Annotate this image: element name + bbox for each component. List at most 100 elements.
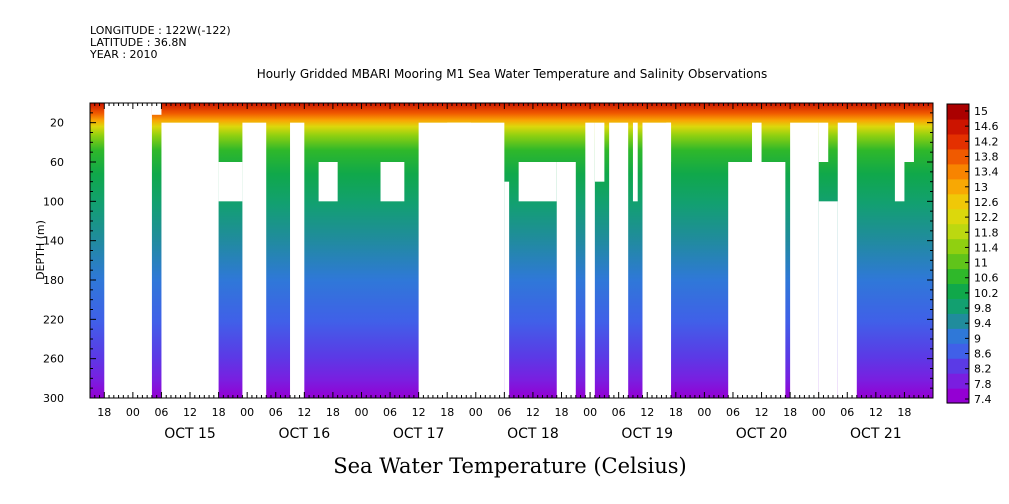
colorbar-label: 9 [974, 332, 981, 345]
x-tick-label: 00 [240, 406, 254, 419]
x-day-label: OCT 19 [621, 426, 673, 442]
y-tick-label: 260 [43, 353, 64, 366]
x-tick-label: 12 [297, 406, 311, 419]
x-tick-label: 06 [154, 406, 168, 419]
gap-region-12 [556, 162, 576, 398]
x-tick-label: 00 [354, 406, 368, 419]
colorbar-swatch [947, 253, 969, 270]
colorbar-label: 11.4 [974, 241, 999, 254]
y-tick-label: 20 [50, 117, 64, 130]
gap-region-27 [894, 162, 905, 202]
x-tick-label: 06 [497, 406, 511, 419]
colorbar-label: 9.8 [974, 302, 992, 315]
colorbar-swatch [947, 133, 969, 150]
colorbar-swatch [947, 223, 969, 240]
colorbar-label: 13.4 [974, 166, 999, 179]
gap-region-17 [642, 122, 672, 398]
gap-region-28 [933, 123, 943, 162]
colorbar-label: 11.8 [974, 226, 999, 239]
colorbar-swatch [947, 238, 969, 255]
colorbar-swatch [947, 388, 969, 404]
y-tick-label: 140 [43, 235, 64, 248]
gap-region-26 [894, 122, 914, 162]
colorbar-swatch [947, 283, 969, 299]
gap-region-7 [380, 162, 405, 202]
colorbar-label: 12.6 [974, 196, 999, 209]
gap-region-15 [609, 122, 629, 398]
gap-region-0 [104, 103, 152, 398]
x-tick-label: 00 [469, 406, 483, 419]
x-day-label: OCT 20 [736, 426, 788, 442]
colorbar-swatch [947, 208, 969, 225]
colorbar-swatch [947, 373, 969, 389]
colorbar: 15 14.6 14.2 13.8 13.4 13 12.6 12.2 11.8 11.4 11 10… [946, 103, 999, 406]
x-tick-label: 18 [555, 406, 569, 419]
colorbar-label: 8.2 [974, 363, 992, 376]
temperature-field [90, 103, 943, 398]
x-day-label: OCT 16 [279, 426, 331, 442]
colorbar-label: 10.2 [974, 287, 999, 300]
gap-region-25 [837, 122, 857, 398]
x-tick-label: 12 [183, 406, 197, 419]
missing-data-gaps [104, 103, 943, 398]
colorbar-swatch [947, 313, 969, 329]
y-axis-ticks: 20 60 100 140 180 220 260 300 [43, 102, 933, 405]
gap-region-1 [151, 103, 162, 115]
colorbar-swatch [947, 358, 969, 374]
x-tick-label: 06 [269, 406, 283, 419]
gap-region-2 [161, 122, 219, 398]
gap-region-8 [418, 122, 505, 398]
gap-region-24 [818, 201, 838, 398]
gap-region-22 [790, 122, 819, 398]
gap-region-6 [318, 162, 338, 202]
gap-region-4 [242, 122, 267, 398]
y-tick-label: 220 [43, 313, 64, 326]
colorbar-swatch [947, 178, 969, 195]
y-tick-label: 100 [43, 195, 64, 208]
x-tick-label: 00 [126, 406, 140, 419]
x-tick-label: 12 [869, 406, 883, 419]
gap-region-13 [585, 122, 595, 398]
x-tick-label: 18 [669, 406, 683, 419]
x-tick-label: 18 [97, 406, 111, 419]
x-tick-label: 06 [726, 406, 740, 419]
longitude-label: LONGITUDE : 122W(-122) [90, 24, 231, 37]
x-tick-label: 00 [812, 406, 826, 419]
x-tick-label: 00 [697, 406, 711, 419]
y-tick-label: 180 [43, 274, 64, 287]
x-day-label: OCT 15 [164, 426, 216, 442]
x-axis-ticks: 18 00 06 12 18 00 06 12 18 00 06 12 18 00 06 12 18 00 06 12… [89, 103, 934, 442]
colorbar-label: 11 [974, 257, 988, 270]
colorbar-label: 12.2 [974, 211, 999, 224]
x-tick-label: 18 [440, 406, 454, 419]
gap-region-18 [666, 122, 672, 162]
colorbar-label: 13.8 [974, 150, 999, 163]
gap-region-5 [290, 122, 305, 398]
gap-region-23 [818, 122, 829, 162]
colorbar-swatch [947, 163, 969, 180]
x-day-label: OCT 18 [507, 426, 559, 442]
gap-region-20 [752, 122, 762, 162]
x-tick-label: 18 [783, 406, 797, 419]
gap-region-21 [747, 162, 757, 202]
x-tick-label: 06 [383, 406, 397, 419]
x-tick-label: 12 [412, 406, 426, 419]
x-tick-label: 06 [840, 406, 854, 419]
colorbar-swatch [947, 118, 969, 135]
y-tick-label: 300 [43, 392, 64, 405]
colorbar-label: 9.4 [974, 317, 992, 330]
x-tick-label: 06 [612, 406, 626, 419]
gap-region-10 [504, 181, 510, 398]
y-axis-label: DEPTH (m) [34, 220, 47, 280]
colorbar-label: 10.6 [974, 272, 999, 285]
gap-region-3 [218, 162, 243, 202]
gap-region-11 [518, 162, 557, 202]
y-tick-label: 60 [50, 156, 64, 169]
x-tick-label: 00 [583, 406, 597, 419]
colorbar-label: 8.6 [974, 348, 992, 361]
colorbar-label: 7.8 [974, 378, 992, 391]
colorbar-swatch [947, 193, 969, 210]
year-label: YEAR : 2010 [90, 48, 158, 61]
